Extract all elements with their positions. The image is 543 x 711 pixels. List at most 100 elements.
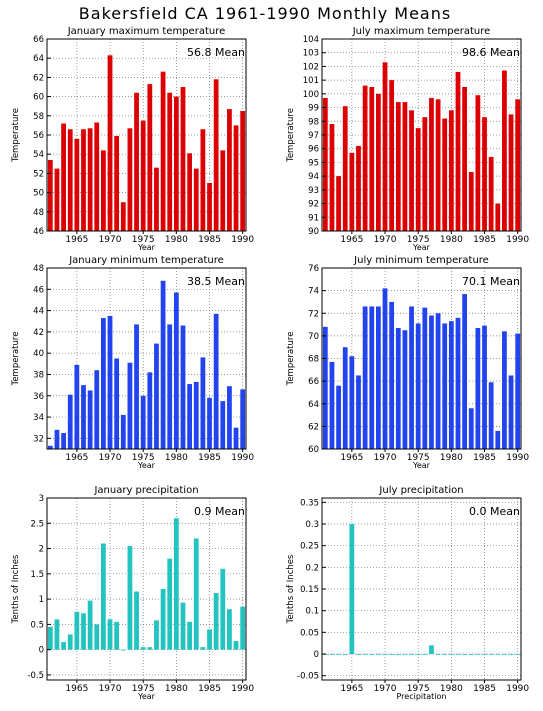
y-tick-label: 62 [33,73,44,83]
bar [47,159,53,231]
bar [376,93,381,231]
bar [233,125,239,231]
bar [67,129,73,231]
bar [94,122,100,231]
x-tick-label: 1990 [231,453,254,463]
x-axis-label: Year [137,692,156,701]
y-tick-label: 0.1 [305,607,319,617]
bar [87,600,93,650]
bar [114,621,120,650]
bar [233,641,239,650]
bar [415,654,421,655]
bar [200,129,206,231]
x-axis-label: Year [412,461,431,470]
y-tick-label: 64 [33,54,44,64]
bar [356,654,361,655]
bar [508,654,514,655]
y-tick-label: 0.35 [300,498,319,508]
bar [120,414,126,449]
bar [200,647,206,650]
bar [429,97,434,231]
mean-label: 56.8 Mean [187,46,245,59]
bar [54,168,60,231]
bar [74,138,80,231]
y-tick-label: 0 [314,650,319,660]
bar [362,654,368,655]
bar [227,386,232,449]
x-tick-label: 1985 [473,453,496,463]
bar [180,602,186,650]
bar [415,323,421,449]
bar [213,79,219,231]
chart-6: -0.05 0 0.05 0.1 0.15 0.2 0.25 0.3 0.35 1965 1970 1… [286,485,529,701]
bar [422,307,428,449]
bar [134,324,139,449]
bar [488,654,494,655]
bar [47,445,53,449]
y-tick-label: 48 [33,208,44,218]
bar [382,288,388,449]
x-tick-label: 1975 [132,453,155,463]
bar [342,347,348,449]
bar [87,390,93,449]
x-tick-label: 1985 [473,684,496,694]
bar [107,619,113,650]
bar [495,430,501,449]
x-tick-label: 1965 [340,235,363,245]
y-tick-label: 91 [308,213,319,223]
bar [422,654,428,655]
y-tick-label: 60 [33,93,44,103]
y-tick-label: 58 [33,112,44,122]
bar [409,110,414,231]
mean-label: 0.9 Mean [194,505,245,518]
bar [508,375,514,449]
bar [220,401,226,449]
bar [154,343,159,449]
y-axis-label: Tenths of Inches [286,554,296,624]
mean-label: 70.1 Mean [462,275,520,288]
bar [120,202,126,231]
bar [455,317,461,449]
bar [442,118,448,231]
y-tick-label: 62 [308,422,319,432]
bar [329,361,335,449]
x-tick-label: 1970 [99,235,122,245]
x-tick-label: 1975 [132,684,155,694]
bar [147,372,153,449]
bar [349,152,355,231]
x-tick-label: 1980 [440,235,463,245]
y-tick-label: 3 [39,494,44,504]
bar [442,323,448,449]
bar [482,117,487,231]
x-axis-label: Year [137,461,156,470]
bar [349,356,355,449]
bar [395,102,401,231]
x-tick-label: 1980 [165,235,188,245]
y-tick-label: 2 [39,545,44,555]
bar [193,381,199,449]
y-tick-label: 50 [33,189,44,199]
bar [207,183,212,231]
y-tick-label: 103 [303,49,319,59]
y-tick-label: 42 [33,328,44,338]
chart-3: 32 34 36 38 40 42 44 46 48 1965 1970 1975 1980 1985 19… [11,255,254,470]
bar [462,87,468,231]
bar [342,106,348,231]
bar [336,654,341,655]
bar [495,203,501,231]
bar [455,654,461,655]
bar [101,543,106,650]
chart-5: -0.5 0 0.5 1 1.5 2 2.5 3 1965 1970 1975 1980 1985 199… [11,485,254,701]
bar [74,364,80,449]
bar [173,96,179,231]
x-tick-label: 1980 [440,684,463,694]
y-tick-label: 70 [308,332,319,342]
bar [213,593,219,650]
bar [187,153,193,231]
bar [402,654,408,655]
bar [101,318,106,449]
bar [160,280,166,449]
bar [154,167,159,231]
y-tick-label: 68 [308,355,319,365]
x-tick-label: 1980 [165,684,188,694]
